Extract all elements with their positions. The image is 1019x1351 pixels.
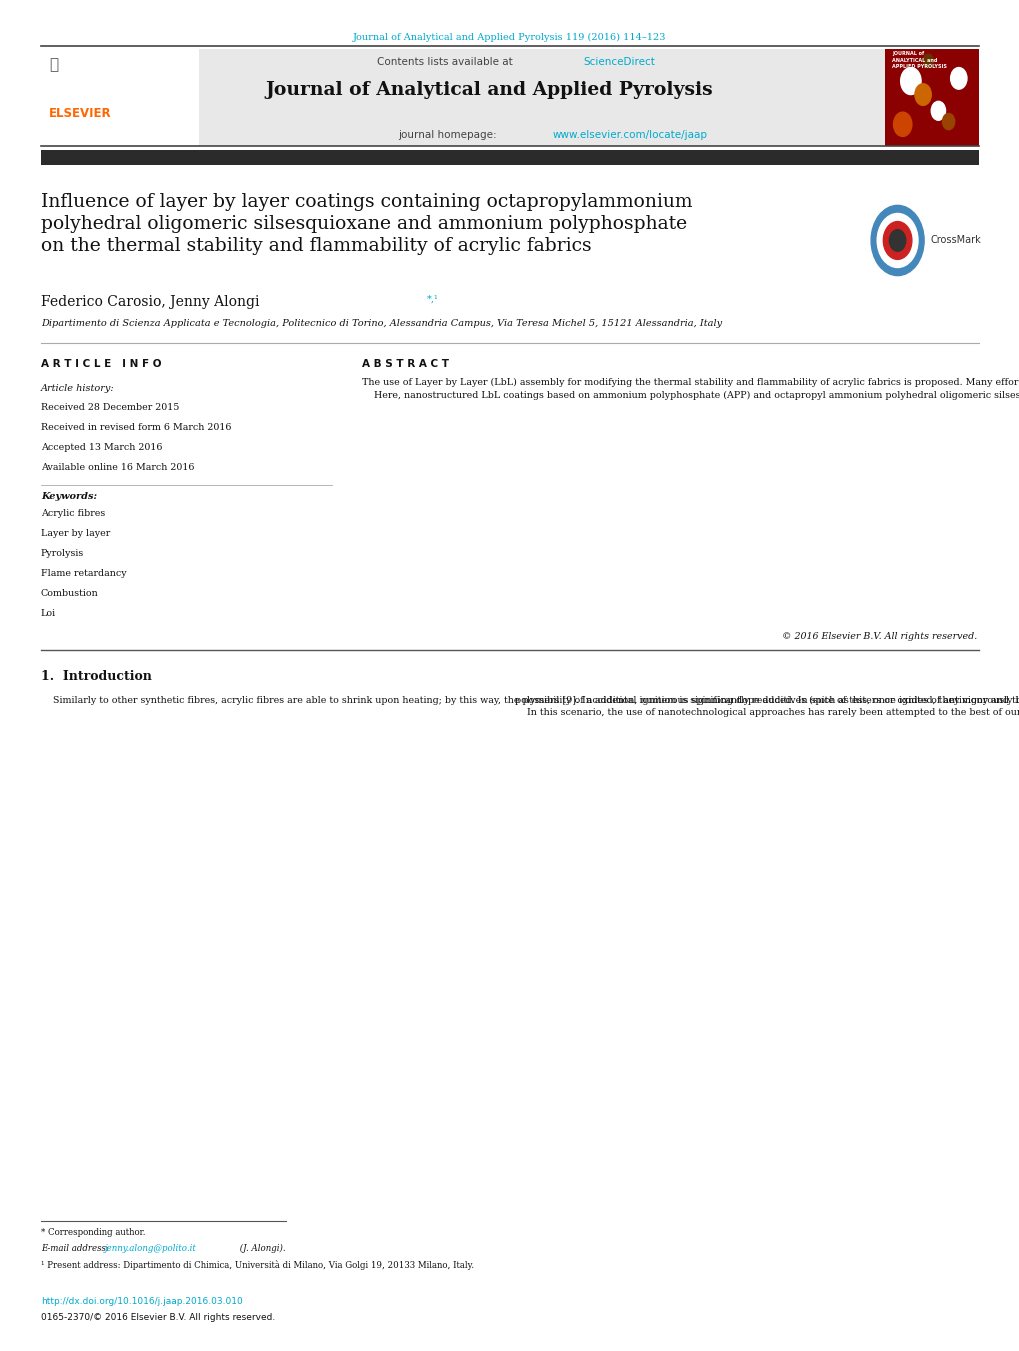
Text: * Corresponding author.: * Corresponding author. — [41, 1228, 145, 1238]
Bar — [41, 150, 978, 165]
Text: Contents lists available at: Contents lists available at — [377, 57, 516, 66]
Text: Influence of layer by layer coatings containing octapropylammonium
polyhedral ol: Influence of layer by layer coatings con… — [41, 193, 692, 255]
Text: *,¹: *,¹ — [426, 295, 438, 304]
Text: ELSEVIER: ELSEVIER — [49, 107, 111, 120]
Text: Loi: Loi — [41, 609, 56, 619]
Circle shape — [942, 113, 954, 130]
Text: Layer by layer: Layer by layer — [41, 530, 110, 538]
Circle shape — [870, 205, 923, 276]
Text: Flame retardancy: Flame retardancy — [41, 569, 126, 578]
Bar — [41, 49, 199, 146]
Circle shape — [889, 230, 905, 251]
Text: http://dx.doi.org/10.1016/j.jaap.2016.03.010: http://dx.doi.org/10.1016/j.jaap.2016.03… — [41, 1297, 243, 1306]
Text: A R T I C L E   I N F O: A R T I C L E I N F O — [41, 359, 161, 369]
Text: © 2016 Elsevier B.V. All rights reserved.: © 2016 Elsevier B.V. All rights reserved… — [782, 632, 976, 642]
Text: Accepted 13 March 2016: Accepted 13 March 2016 — [41, 443, 162, 451]
Text: Combustion: Combustion — [41, 589, 99, 598]
Text: Dipartimento di Scienza Applicata e Tecnologia, Politecnico di Torino, Alessandr: Dipartimento di Scienza Applicata e Tecn… — [41, 319, 721, 328]
Bar — [41, 49, 978, 146]
Circle shape — [922, 54, 932, 68]
Text: ScienceDirect: ScienceDirect — [583, 57, 654, 66]
Text: The use of Layer by Layer (LbL) assembly for modifying the thermal stability and: The use of Layer by Layer (LbL) assembly… — [362, 378, 1019, 400]
Bar — [884, 49, 978, 146]
Text: polymers [9]. In addition, numerous spinning dope additives (such as esters or o: polymers [9]. In addition, numerous spin… — [515, 696, 1019, 717]
Text: Journal of Analytical and Applied Pyrolysis 119 (2016) 114–123: Journal of Analytical and Applied Pyroly… — [353, 32, 666, 42]
Text: JOURNAL of
ANALYTICAL and
APPLIED PYROLYSIS: JOURNAL of ANALYTICAL and APPLIED PYROLY… — [892, 51, 947, 69]
Text: Pyrolysis: Pyrolysis — [41, 550, 84, 558]
Text: Federico Carosio, Jenny Alongi: Federico Carosio, Jenny Alongi — [41, 295, 259, 308]
Text: (J. Alongi).: (J. Alongi). — [236, 1244, 285, 1254]
Text: 0165-2370/© 2016 Elsevier B.V. All rights reserved.: 0165-2370/© 2016 Elsevier B.V. All right… — [41, 1313, 275, 1323]
Circle shape — [876, 213, 917, 267]
Circle shape — [893, 112, 911, 136]
Text: CrossMark: CrossMark — [929, 235, 980, 246]
Text: Article history:: Article history: — [41, 384, 114, 393]
Text: Similarly to other synthetic fibres, acrylic fibres are able to shrink upon heat: Similarly to other synthetic fibres, acr… — [41, 696, 1019, 705]
Text: 1.  Introduction: 1. Introduction — [41, 670, 152, 684]
Circle shape — [914, 84, 930, 105]
Text: Journal of Analytical and Applied Pyrolysis: Journal of Analytical and Applied Pyroly… — [266, 81, 712, 99]
Text: Received in revised form 6 March 2016: Received in revised form 6 March 2016 — [41, 423, 231, 431]
Text: Keywords:: Keywords: — [41, 492, 97, 501]
Text: E-mail address:: E-mail address: — [41, 1244, 111, 1254]
Text: 🌿: 🌿 — [49, 57, 58, 72]
Text: ¹ Present address: Dipartimento di Chimica, Università di Milano, Via Golgi 19, : ¹ Present address: Dipartimento di Chimi… — [41, 1260, 474, 1270]
Text: www.elsevier.com/locate/jaap: www.elsevier.com/locate/jaap — [552, 130, 707, 139]
Text: Acrylic fibres: Acrylic fibres — [41, 509, 105, 519]
Circle shape — [950, 68, 966, 89]
Circle shape — [900, 68, 920, 95]
Text: Available online 16 March 2016: Available online 16 March 2016 — [41, 462, 194, 471]
Text: jenny.along@polito.it: jenny.along@polito.it — [105, 1244, 197, 1254]
Circle shape — [930, 101, 945, 120]
Circle shape — [882, 222, 911, 259]
Text: A B S T R A C T: A B S T R A C T — [362, 359, 448, 369]
Text: journal homepage:: journal homepage: — [397, 130, 499, 139]
Text: Received 28 December 2015: Received 28 December 2015 — [41, 403, 179, 412]
